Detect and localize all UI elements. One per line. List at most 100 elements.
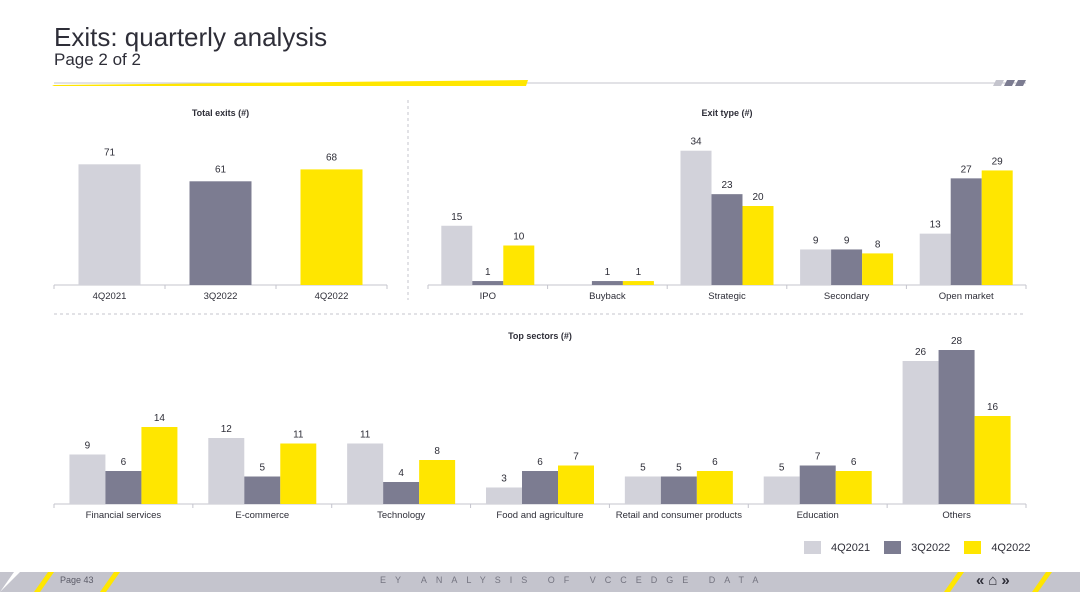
data-label: 68 [326,152,338,163]
data-label: 14 [154,413,166,424]
legend-item-3q2022: 3Q2022 [884,541,950,554]
bar [503,245,535,285]
x-tick-label: Financial services [86,510,162,521]
data-label: 8 [875,239,881,250]
data-label: 5 [676,463,682,474]
legend-item-4q2022: 4Q2022 [964,541,1030,554]
x-tick-label: Secondary [824,291,870,302]
data-label: 13 [930,220,942,231]
bar [711,194,743,285]
data-label: 5 [260,463,266,474]
data-label: 9 [813,235,819,246]
data-label: 5 [779,463,785,474]
x-tick-label: Strategic [708,291,746,302]
data-label: 34 [690,137,702,148]
data-label: 9 [85,441,91,452]
page-number: Page 43 [60,575,94,585]
x-tick-label: Technology [377,510,425,521]
bar [742,206,774,285]
bar [522,471,558,504]
footer-slash-icon [100,572,120,592]
total-exits-chart: Total exits (#) 71 4Q2021 61 3Q2022 68 4Q2022 [53,108,388,302]
bar [558,465,594,504]
bar [472,281,504,285]
top-sectors-chart: Top sectors (#) 9 6 14 Financial services 12 5… [53,331,1027,521]
bar [419,460,456,504]
legend-swatch [884,541,902,554]
x-tick-label: E-commerce [235,510,289,521]
x-tick-label: 4Q2022 [315,291,349,302]
bar [919,233,951,285]
x-tick-label: 3Q2022 [204,291,238,302]
bar [244,476,281,504]
bar [105,471,142,504]
bar [441,225,473,285]
bar [347,443,384,504]
chart-title: Total exits (#) [192,108,249,118]
data-label: 11 [293,430,304,441]
exit-type-chart: Exit type (#) 15 1 10 IPO 1 1 Buyback 34 23 20 Stra… [427,108,1027,302]
x-tick-label: Food and agriculture [496,510,583,521]
bar [974,416,1011,504]
header-slashes-icon [993,80,1026,86]
data-label: 26 [915,347,927,358]
bar [300,169,363,285]
bar [862,253,894,285]
bar [624,476,661,504]
data-label: 1 [636,267,642,278]
footer-slash-icon [34,572,54,592]
bar [486,487,522,504]
data-label: 23 [721,180,733,191]
charts-canvas: Total exits (#)714Q2021613Q2022684Q2022 … [52,80,1027,521]
home-icon[interactable]: ⌂ [988,572,998,589]
previous-page-icon[interactable]: « [976,572,985,589]
data-label: 12 [221,424,233,435]
bar [938,350,975,504]
page-title: Exits: quarterly analysis [54,22,328,52]
data-label: 6 [121,457,127,468]
bar [141,427,178,504]
data-label: 10 [513,232,525,243]
legend-label: 3Q2022 [911,541,951,554]
legend-swatch [804,541,821,554]
footer-slash-icon [0,572,20,592]
bar [831,249,863,285]
chart-title: Top sectors (#) [508,331,572,341]
legend-item-4q2021: 4Q2021 [804,541,870,554]
data-label: 1 [485,267,491,278]
next-page-icon[interactable]: » [1001,572,1010,589]
data-label: 27 [961,164,973,175]
data-label: 6 [712,457,718,468]
data-label: 8 [434,446,440,457]
data-label: 20 [752,192,764,203]
footer-caption: EY ANALYSIS OF VCCEDGE DATA [380,575,768,585]
data-label: 3 [501,474,507,485]
data-label: 7 [573,452,579,463]
bar [69,454,106,504]
bar [799,465,836,504]
data-label: 28 [951,336,963,347]
x-tick-label: Others [942,510,971,521]
bar [763,476,800,504]
bar [950,178,982,285]
x-tick-label: Education [797,510,839,521]
page-subtitle: Page 2 of 2 [54,50,141,69]
bar [835,471,872,504]
bar [660,476,697,504]
footer-slash-icon [944,572,964,592]
data-label: 9 [844,235,850,246]
footer-nav: « ⌂ » [976,572,1010,589]
header-accent-bar [52,80,528,86]
bar [902,361,939,504]
bar [383,482,420,504]
bar [680,150,712,285]
data-label: 29 [992,156,1004,167]
data-label: 11 [360,430,371,441]
legend-label: 4Q2022 [991,541,1031,554]
chart-title: Exit type (#) [701,108,752,118]
data-label: 15 [451,212,463,223]
data-label: 71 [104,147,116,158]
x-tick-label: Buyback [589,291,626,302]
x-tick-label: 4Q2021 [93,291,127,302]
bar [189,181,252,285]
